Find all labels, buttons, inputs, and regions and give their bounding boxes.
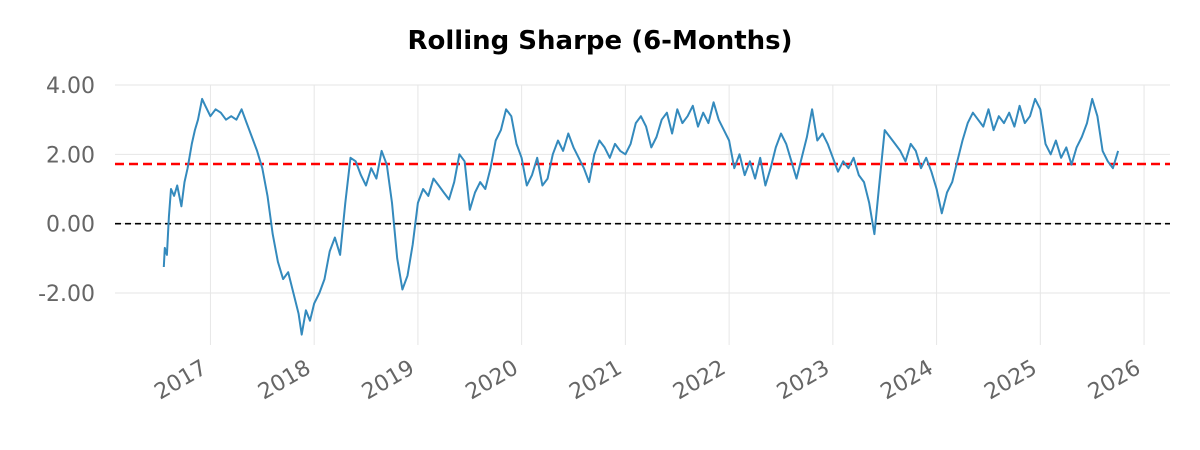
x-tick-label: 2018 <box>254 356 315 406</box>
x-tick-label: 2021 <box>565 356 626 406</box>
grid-layer <box>115 84 1170 345</box>
x-tick-label: 2023 <box>773 356 834 406</box>
y-tick-label: 4.00 <box>46 74 95 99</box>
x-tick-label: 2017 <box>150 356 211 406</box>
y-tick-label: 0.00 <box>46 213 95 238</box>
y-tick-label: 2.00 <box>46 143 95 168</box>
x-tick-label: 2024 <box>877 356 938 406</box>
sharpe-series-line <box>162 97 1120 336</box>
x-tick-label: 2020 <box>462 356 523 406</box>
x-tick-label: 2025 <box>980 356 1041 406</box>
x-tick-label: 2019 <box>358 356 419 406</box>
x-tick-label: 2026 <box>1084 356 1145 406</box>
reference-lines <box>115 162 1170 225</box>
x-axis-ticks: 2017 2018 2019 2020 2021 2022 2023 2024 2025 2026 <box>150 356 1145 406</box>
y-axis-ticks: 4.00 2.00 0.00 -2.00 <box>38 74 95 307</box>
y-tick-label: -2.00 <box>38 282 95 307</box>
series-layer <box>162 97 1120 336</box>
chart-title: Rolling Sharpe (6-Months) <box>408 26 793 56</box>
x-tick-label: 2022 <box>669 356 730 406</box>
